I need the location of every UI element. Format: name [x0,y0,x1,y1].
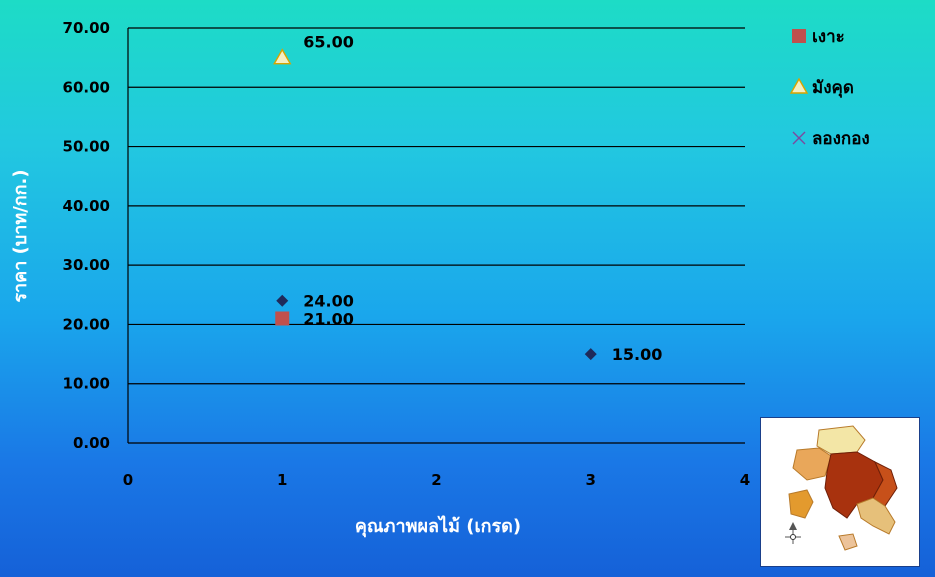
y-axis-title: ราคา (บาท/กก.) [10,169,31,302]
y-tick-label: 60.00 [63,78,110,96]
province-map-image [760,417,920,567]
x-marker-stroke [792,131,806,145]
data-label: 24.00 [303,292,354,311]
data-label: 15.00 [612,345,663,364]
legend-label: ลองกอง [812,129,870,149]
data-labels: 21.00 65.00 24.00 15.00 [303,33,662,364]
y-tick-label: 30.00 [63,256,110,274]
x-tick-label: 3 [586,471,596,489]
legend-marker [792,29,806,43]
x-tick-label: 2 [431,471,441,489]
data-label: 65.00 [303,33,354,52]
y-axis-ticks: 0.00 10.00 20.00 30.00 40.00 50.00 60.00 70.00 [63,19,110,452]
data-point [273,48,292,65]
legend-label: เงาะ [812,27,845,47]
grid-lines [127,27,745,444]
y-tick-label: 70.00 [63,19,110,37]
data-point [275,311,290,326]
legend-marker [789,77,809,94]
y-tick-label: 40.00 [63,197,110,215]
data-point [276,294,289,307]
x-axis-ticks: 0 1 2 3 4 [123,471,750,489]
data-label: 21.00 [303,310,354,329]
x-axis-title: คุณภาพผลไม้ (เกรด) [355,515,521,538]
x-tick-label: 4 [740,471,750,489]
y-tick-label: 10.00 [63,375,110,393]
legend-label: มังคุด [812,78,854,98]
x-tick-label: 0 [123,471,133,489]
y-tick-label: 0.00 [73,434,110,452]
y-tick-label: 50.00 [63,138,110,156]
legend-marker [792,131,806,145]
map-icon [785,425,898,551]
data-point [584,348,597,361]
x-tick-label: 1 [277,471,287,489]
data-points [273,48,597,361]
y-tick-label: 20.00 [63,315,110,333]
